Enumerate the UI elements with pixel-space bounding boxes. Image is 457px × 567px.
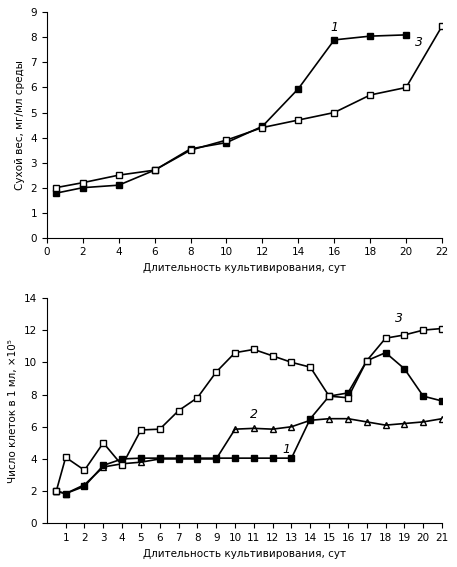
Text: 1: 1 (282, 443, 290, 456)
Text: 3: 3 (415, 36, 423, 49)
Y-axis label: Число клеток в 1 мл, ×10⁵: Число клеток в 1 мл, ×10⁵ (8, 338, 18, 483)
Text: 2: 2 (250, 408, 258, 421)
X-axis label: Длительность культивирования, сут: Длительность культивирования, сут (143, 263, 346, 273)
Text: 3: 3 (395, 312, 403, 325)
Y-axis label: Сухой вес, мг/мл среды: Сухой вес, мг/мл среды (15, 60, 25, 190)
X-axis label: Длительность культивирования, сут: Длительность культивирования, сут (143, 549, 346, 558)
Text: 1: 1 (331, 20, 339, 33)
